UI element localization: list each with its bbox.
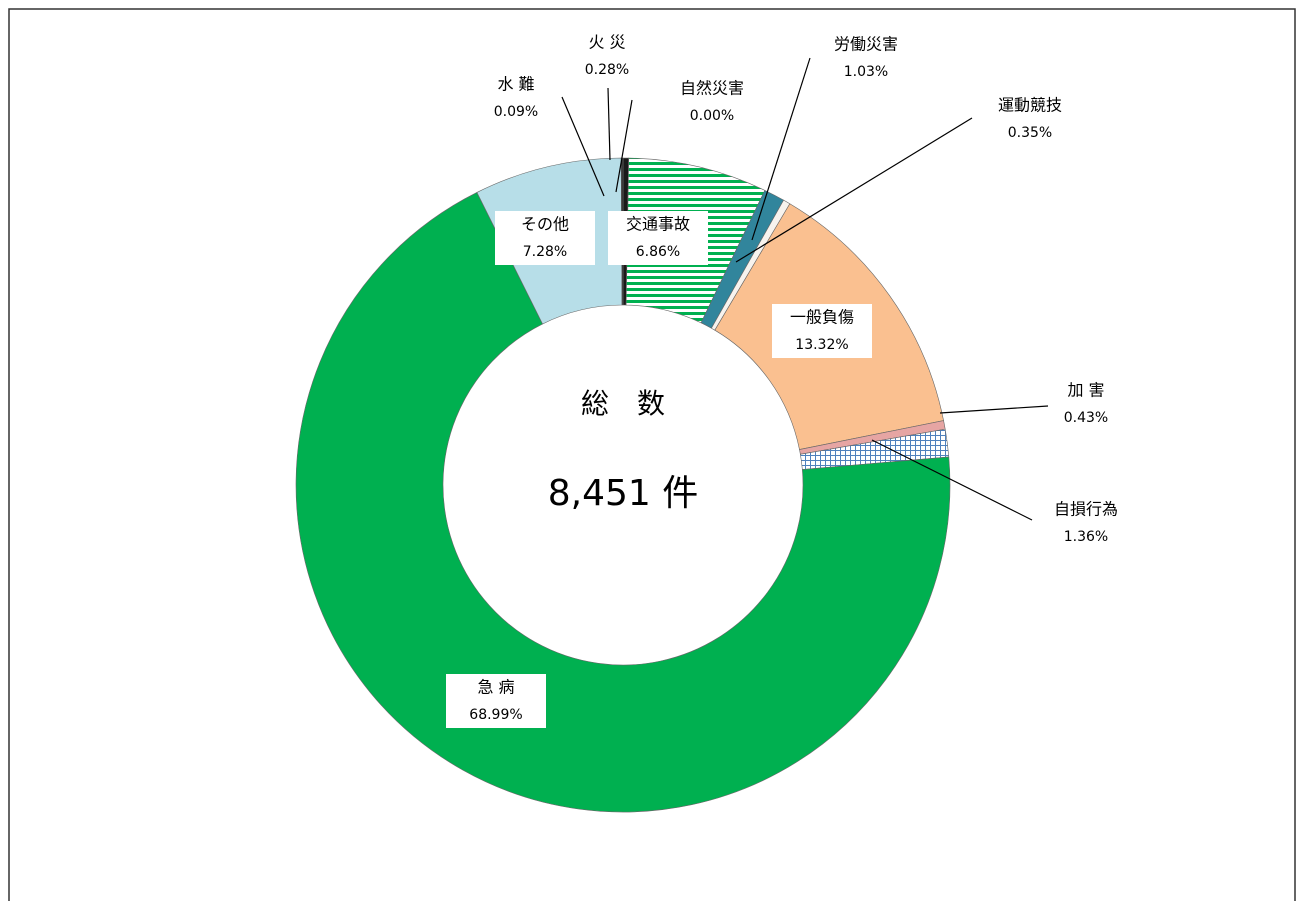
leader-line (561, 96, 605, 197)
leader-line (735, 117, 973, 263)
leader-line (607, 87, 611, 161)
label-box (495, 211, 595, 265)
leader-line (615, 99, 633, 193)
slice-label: その他 (521, 215, 569, 234)
slice-value-label: 0.00% (690, 108, 734, 124)
slice-value-label: 6.86% (636, 244, 680, 260)
slice-value-label: 68.99% (469, 707, 522, 723)
slice-label: 運動競技 (998, 96, 1062, 115)
label-box (772, 304, 872, 358)
center-text: 8,451 件 (548, 473, 699, 514)
slice-label: 労働災害 (834, 35, 898, 54)
center-title: 総 数 (581, 387, 665, 420)
leader-line (871, 439, 1033, 521)
slice-label: 急 病 (477, 678, 514, 697)
slice-value-label: 0.35% (1008, 125, 1052, 141)
leader-line (751, 57, 811, 241)
slice-value-label: 1.03% (844, 64, 888, 80)
slice-label: 交通事故 (626, 215, 690, 234)
slice-label: 加 害 (1067, 381, 1104, 400)
slice-label: 水 難 (497, 75, 534, 94)
slice-label: 火 災 (588, 33, 625, 52)
slice-value-label: 0.28% (585, 62, 629, 78)
slice-label: 自然災害 (680, 79, 744, 98)
slice-value-label: 7.28% (523, 244, 567, 260)
label-box (608, 211, 708, 265)
slice-value-label: 1.36% (1064, 529, 1108, 545)
slice-value-label: 0.09% (494, 104, 538, 120)
slice-label: 自損行為 (1054, 500, 1118, 519)
slice-label: 一般負傷 (790, 308, 854, 327)
slice-value-label: 0.43% (1064, 410, 1108, 426)
label-box (446, 674, 546, 728)
donut-slice (295, 192, 951, 813)
leader-line (939, 405, 1049, 414)
slice-value-label: 13.32% (795, 337, 848, 353)
